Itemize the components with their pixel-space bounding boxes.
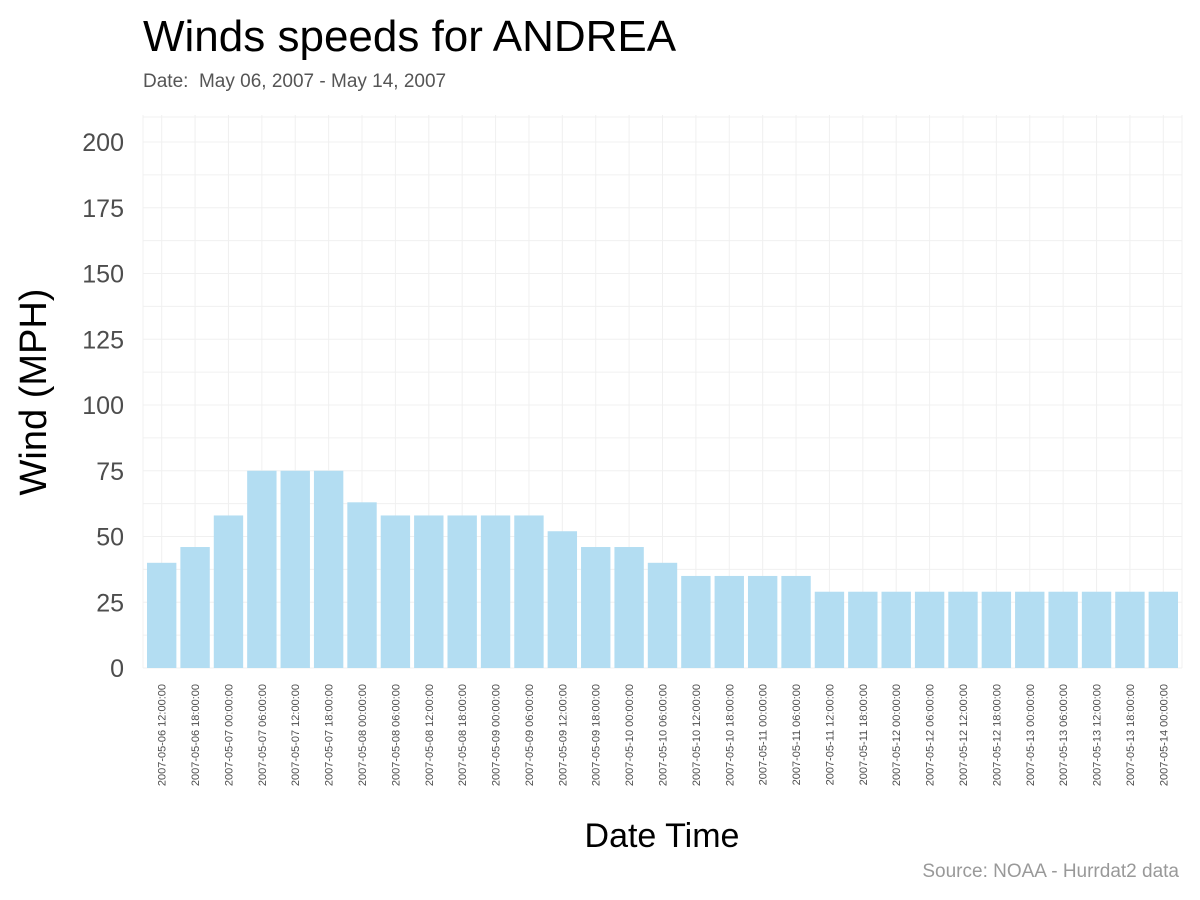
- bar-20070512120000: [948, 591, 978, 668]
- bar-20070511060000: [781, 575, 811, 668]
- bar-20070512180000: [981, 591, 1012, 668]
- bar-20070507180000: [313, 470, 344, 668]
- bar-20070510120000: [681, 575, 711, 668]
- x-tick-label: 2007-05-07 00:00:00: [223, 684, 235, 786]
- x-tick-label: 2007-05-06 18:00:00: [190, 684, 202, 786]
- chart-title: Winds speeds for ANDREA: [143, 12, 677, 61]
- bar-20070509000000: [480, 515, 511, 668]
- bar-20070513120000: [1081, 591, 1112, 668]
- bar-20070509060000: [514, 515, 544, 668]
- bar-20070513180000: [1115, 591, 1145, 668]
- y-tick-label: 50: [96, 524, 124, 552]
- x-tick-label: 2007-05-11 18:00:00: [858, 684, 870, 785]
- x-tick-label: 2007-05-12 06:00:00: [925, 684, 937, 786]
- bar-20070508120000: [414, 515, 444, 668]
- x-tick-label: 2007-05-12 12:00:00: [958, 684, 970, 786]
- bar-20070511000000: [747, 575, 778, 668]
- x-tick-label: 2007-05-10 00:00:00: [624, 684, 636, 786]
- y-tick-label: 100: [82, 392, 124, 420]
- x-tick-label: 2007-05-07 06:00:00: [257, 684, 269, 786]
- x-tick-label: 2007-05-11 12:00:00: [824, 684, 836, 785]
- x-tick-label: 2007-05-09 12:00:00: [557, 684, 569, 786]
- bar-20070510000000: [614, 547, 644, 668]
- bar-20070506120000: [147, 562, 177, 668]
- bar-20070512000000: [881, 591, 911, 668]
- bar-20070508180000: [447, 515, 477, 668]
- y-tick-label: 25: [96, 589, 124, 617]
- x-tick-label: 2007-05-13 06:00:00: [1058, 684, 1070, 786]
- x-tick-label: 2007-05-10 06:00:00: [658, 684, 670, 786]
- x-tick-label: 2007-05-08 06:00:00: [390, 684, 402, 786]
- y-tick-label: 125: [82, 326, 124, 354]
- x-tick-label: 2007-05-07 18:00:00: [324, 684, 336, 786]
- x-tick-label: 2007-05-10 12:00:00: [691, 684, 703, 786]
- x-tick-label: 2007-05-11 00:00:00: [758, 684, 770, 785]
- bar-20070507120000: [280, 470, 310, 668]
- x-tick-label: 2007-05-08 18:00:00: [457, 684, 469, 786]
- x-tick-label: 2007-05-08 00:00:00: [357, 684, 369, 786]
- x-tick-label: 2007-05-06 12:00:00: [157, 684, 169, 786]
- bar-20070506180000: [180, 547, 210, 668]
- x-tick-label: 2007-05-13 12:00:00: [1092, 684, 1104, 786]
- bar-20070513000000: [1015, 591, 1045, 668]
- bars: [147, 470, 1178, 668]
- bar-20070512060000: [914, 591, 945, 668]
- bar-20070508000000: [347, 502, 377, 668]
- x-tick-label: 2007-05-13 00:00:00: [1025, 684, 1037, 786]
- bar-20070509180000: [581, 547, 611, 668]
- x-tick-label: 2007-05-07 12:00:00: [290, 684, 302, 786]
- y-tick-label: 200: [82, 129, 124, 157]
- bar-20070511120000: [814, 591, 845, 668]
- x-tick-label: 2007-05-10 18:00:00: [724, 684, 736, 786]
- y-axis-title: Wind (MPH): [13, 289, 55, 496]
- x-tick-label: 2007-05-14 00:00:00: [1158, 684, 1170, 786]
- y-tick-label: 0: [110, 655, 124, 683]
- chart-subtitle: Date: May 06, 2007 - May 14, 2007: [143, 71, 447, 92]
- x-axis-title: Date Time: [585, 817, 740, 855]
- chart-caption: Source: NOAA - Hurrdat2 data: [922, 861, 1179, 882]
- x-tick-label: 2007-05-13 18:00:00: [1125, 684, 1137, 786]
- bar-20070514000000: [1148, 591, 1178, 668]
- x-tick-label: 2007-05-09 18:00:00: [591, 684, 603, 786]
- bar-20070510060000: [647, 562, 678, 668]
- bar-20070508060000: [380, 515, 411, 668]
- bar-20070510180000: [714, 575, 744, 668]
- bar-20070507060000: [247, 470, 277, 668]
- x-tick-label: 2007-05-08 12:00:00: [424, 684, 436, 786]
- y-tick-label: 175: [82, 195, 124, 223]
- y-tick-labels: 0 25 50 75 100 125 150 175 200: [82, 129, 124, 683]
- x-tick-label: 2007-05-12 18:00:00: [991, 684, 1003, 786]
- x-tick-label: 2007-05-09 06:00:00: [524, 684, 536, 786]
- y-tick-label: 75: [96, 458, 124, 486]
- bar-20070507000000: [213, 515, 244, 668]
- x-tick-label: 2007-05-11 06:00:00: [791, 684, 803, 785]
- bar-20070511180000: [848, 591, 878, 668]
- x-tick-label: 2007-05-09 00:00:00: [491, 684, 503, 786]
- bar-20070509120000: [547, 531, 578, 668]
- y-tick-label: 150: [82, 261, 124, 289]
- x-tick-labels: 2007-05-06 12:00:00 2007-05-06 18:00:00 20…: [157, 684, 1171, 786]
- x-tick-label: 2007-05-12 00:00:00: [891, 684, 903, 786]
- bar-20070513060000: [1048, 591, 1078, 668]
